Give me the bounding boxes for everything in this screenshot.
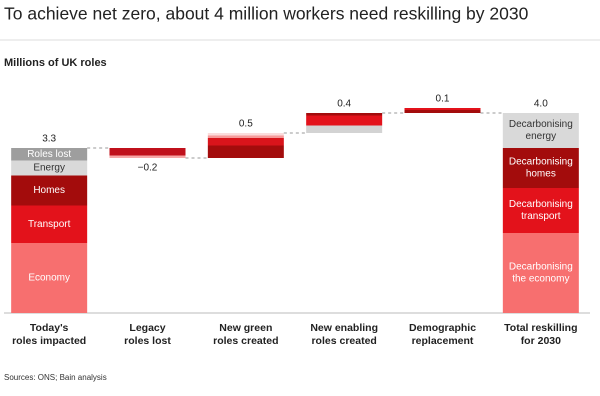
source: Sources: ONS; Bain analysis	[4, 373, 107, 382]
segment-label: Homes	[33, 185, 65, 196]
x-tick-label: roles created	[311, 335, 376, 347]
bar-segment	[11, 205, 88, 243]
bar-segment	[404, 108, 481, 110]
segment-label: Economy	[28, 273, 70, 284]
segment-label: Energy	[33, 163, 65, 174]
bar-segment	[11, 175, 88, 206]
segment-label: energy	[526, 131, 557, 142]
segment-label: the economy	[512, 274, 569, 285]
segment-label: Decarbonising	[509, 262, 573, 273]
bar-segment	[207, 145, 284, 158]
x-tick-label: New green	[219, 322, 272, 334]
value-label: 0.1	[436, 94, 450, 105]
segment-label: Decarbonising	[509, 157, 573, 168]
bar-segment	[502, 113, 579, 148]
segment-label: Decarbonising	[509, 199, 573, 210]
value-label: 3.3	[42, 134, 56, 145]
x-tick-label: roles impacted	[12, 335, 86, 347]
value-label: −0.2	[138, 163, 158, 174]
bar-segment	[11, 243, 88, 313]
segment-label: transport	[521, 211, 561, 222]
bar-segment	[502, 233, 579, 313]
segment-label: Roles lost	[27, 149, 71, 160]
segment-label: Transport	[28, 219, 71, 230]
subtitle: Millions of UK roles	[4, 57, 107, 69]
value-label: 4.0	[534, 99, 548, 110]
x-tick-label: for 2030	[521, 335, 561, 347]
bar-segment	[404, 110, 481, 113]
x-tick-label: Demographic	[409, 322, 476, 334]
segment-label: Decarbonising	[509, 119, 573, 130]
x-tick-label: Total reskilling	[504, 322, 577, 334]
value-label: 0.4	[337, 99, 351, 110]
segment-label: homes	[526, 169, 556, 180]
chart-title: To achieve net zero, about 4 million wor…	[4, 4, 529, 24]
bar-segment	[109, 155, 186, 158]
bar-segment	[502, 188, 579, 233]
x-tick-label: New enabling	[310, 322, 378, 334]
bar-segment	[306, 113, 383, 116]
value-label: 0.5	[239, 119, 253, 130]
bar-segment	[207, 138, 284, 146]
x-tick-label: Today's	[30, 322, 69, 334]
x-tick-label: replacement	[412, 335, 474, 347]
bar-segment	[306, 125, 383, 133]
bar-segment	[109, 148, 186, 156]
bar-segment	[207, 135, 284, 138]
bar-segment	[207, 133, 284, 136]
bar-segment	[11, 148, 88, 161]
x-tick-label: roles created	[213, 335, 278, 347]
bar-segment	[502, 148, 579, 188]
bar-segment	[11, 160, 88, 176]
bar-segment	[306, 115, 383, 126]
x-tick-label: Legacy	[129, 322, 165, 334]
x-tick-label: roles lost	[124, 335, 171, 347]
